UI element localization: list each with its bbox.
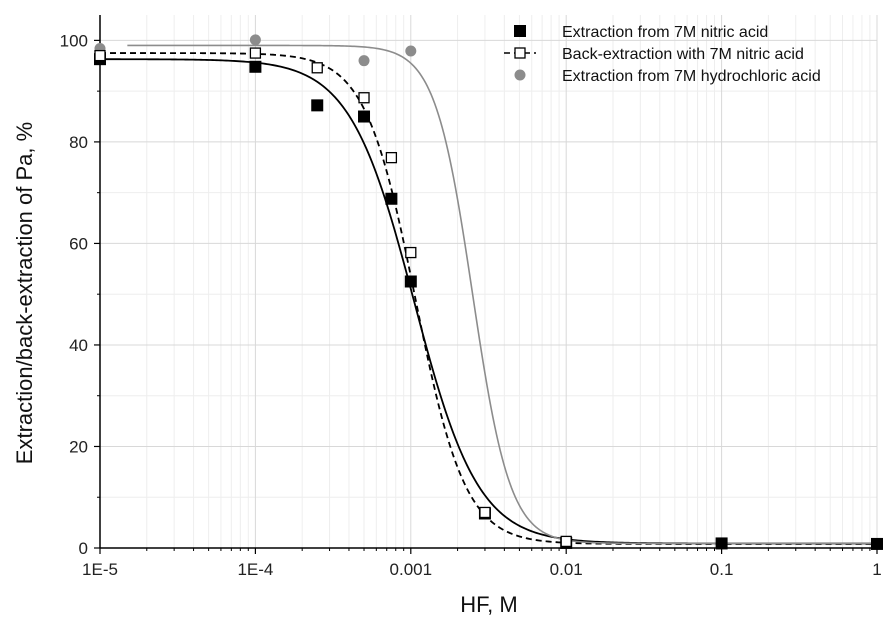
legend-marker-2 [514,47,526,59]
series-1-point [358,110,371,123]
tick-labels: 1E-5 1E-4 0.001 0.01 0.1 1 0 20 40 60 80 100 [60,31,882,579]
series-2-point [94,49,106,62]
series-2-point [358,92,370,104]
fit-curves [100,44,877,545]
legend-label-2: Back-extraction with 7M nitric acid [562,46,804,63]
series-2-point [479,506,491,519]
series-2-point [311,62,323,74]
x-tick-label: 1 [872,560,881,579]
series-1-point [871,537,883,550]
x-axis-title: HF, M [460,592,517,617]
series-2-point [405,246,417,259]
x-tick-label: 0.1 [710,560,734,579]
series-1-point [715,537,728,550]
legend-label-1: Extraction from 7M nitric acid [562,24,768,41]
series-3-point [249,34,261,46]
series-1-point [249,60,262,73]
series-1-point [311,99,324,112]
y-axis-title: Extraction/back-extraction of Pa, % [12,122,37,464]
axes [94,15,878,554]
grid [99,15,878,549]
y-tick-label: 100 [60,31,88,50]
series-1-point [404,275,417,288]
x-tick-label: 0.01 [550,560,583,579]
series-2-point [385,151,398,164]
legend: Extraction from 7M nitric acid Back-extra… [504,24,821,85]
series-1-point [385,192,398,205]
x-tick-label: 0.001 [390,560,433,579]
y-tick-label: 0 [79,539,88,558]
data-points [94,34,883,550]
series-2-point [249,47,262,59]
series-3-point [405,45,417,57]
series-3-point [358,55,370,67]
fit-curve-2 [100,52,877,545]
series-2-point [560,535,572,548]
y-tick-label: 80 [69,133,88,152]
fit-curve-3 [127,44,877,545]
legend-marker-1 [514,25,526,37]
y-tick-label: 20 [69,437,88,456]
legend-marker-3 [514,69,526,81]
x-tick-label: 1E-4 [237,560,273,579]
y-tick-label: 60 [69,234,88,253]
y-tick-label: 40 [69,336,88,355]
fit-curve-1 [100,58,877,545]
legend-label-3: Extraction from 7M hydrochloric acid [562,68,821,85]
x-tick-label: 1E-5 [82,560,118,579]
